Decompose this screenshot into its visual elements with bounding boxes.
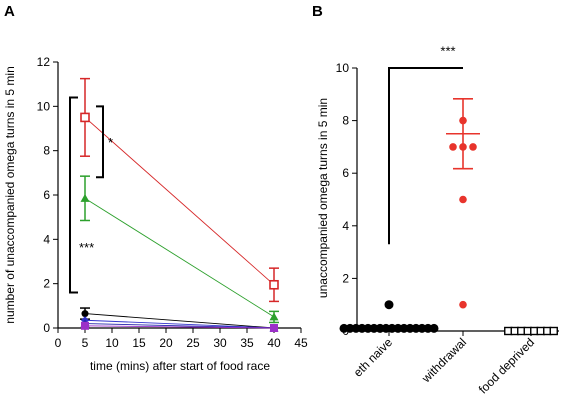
a-series-line	[84, 313, 275, 329]
a-series-line	[84, 319, 275, 329]
a-x-tick-label: 30	[213, 336, 227, 350]
b-data-point	[384, 300, 394, 310]
a-series-line	[84, 197, 275, 318]
a-y-tick-label: 8	[43, 144, 50, 158]
a-x-tick-label: 25	[186, 336, 200, 350]
panel-letter-a: A	[4, 3, 15, 20]
a-y-tick-label: 10	[37, 99, 51, 113]
b-data-point	[459, 195, 467, 204]
b-data-point	[449, 143, 457, 151]
a-x-tick-label: 0	[55, 336, 62, 350]
b-y-tick-label: 10	[336, 61, 350, 75]
a-y-tick-label: 4	[43, 232, 50, 246]
a-x-tick-label: 35	[240, 336, 254, 350]
a-x-tick-label: 10	[105, 336, 119, 350]
b-y-tick-label: 4	[342, 219, 349, 233]
b-significance-label: ***	[440, 43, 455, 58]
a-x-axis-label: time (mins) after start of food race	[90, 359, 270, 373]
a-data-point	[80, 193, 90, 202]
a-y-axis-label: number of unaccompanied omega turns in 5…	[3, 66, 17, 323]
b-data-point	[459, 300, 467, 309]
a-significance-bracket	[69, 96, 78, 294]
a-x-tick-label: 15	[132, 336, 146, 350]
a-x-tick-label: 40	[267, 336, 281, 350]
a-data-point	[80, 112, 90, 123]
a-series-line	[84, 325, 275, 329]
b-y-tick-label: 2	[342, 271, 349, 285]
a-y-tick-label: 12	[37, 55, 51, 69]
b-data-point	[469, 143, 477, 151]
a-x-tick-label: 5	[82, 336, 89, 350]
b-significance-bracket	[388, 67, 463, 245]
a-data-point	[81, 321, 89, 330]
a-y-tick-label: 0	[43, 321, 50, 335]
a-data-point	[81, 310, 89, 318]
b-x-tick-label: eth naive	[351, 335, 396, 380]
a-data-point	[269, 312, 279, 321]
a-significance-label: ***	[79, 240, 94, 255]
a-data-point	[270, 324, 278, 332]
a-y-tick-label: 6	[43, 188, 50, 202]
b-y-tick-label: 8	[342, 114, 349, 128]
a-x-tick-label: 45	[294, 336, 308, 350]
b-y-tick-label: 6	[342, 166, 349, 180]
b-data-point	[549, 326, 558, 336]
a-x-tick-label: 20	[159, 336, 173, 350]
b-x-tick-label: withdrawal	[418, 335, 469, 386]
b-y-axis-label: unaccompanied omega turns in 5 min	[316, 98, 330, 298]
panel-letter-b: B	[312, 3, 323, 20]
a-y-tick-label: 2	[43, 277, 50, 291]
a-series-line	[84, 117, 275, 286]
b-x-tick-label: food deprived	[476, 335, 537, 396]
a-data-point	[269, 279, 279, 290]
a-significance-bracket	[96, 105, 104, 179]
b-data-point	[429, 323, 439, 333]
a-significance-label: *	[108, 135, 113, 150]
